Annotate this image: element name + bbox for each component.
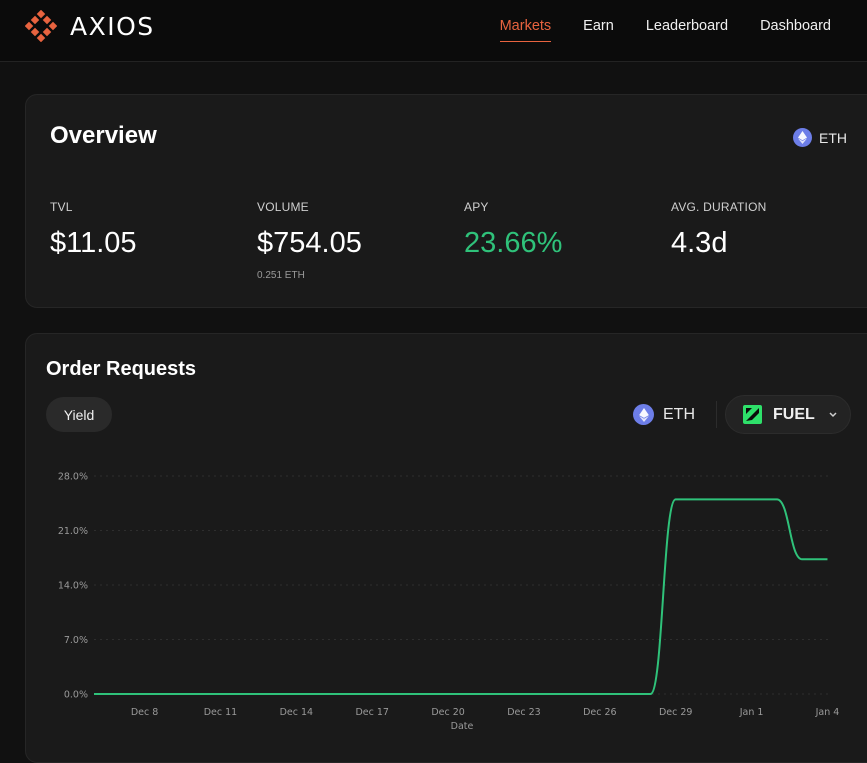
y-tick-label: 0.0% — [64, 690, 88, 701]
y-tick-label: 7.0% — [64, 635, 88, 646]
y-tick-label: 28.0% — [58, 472, 88, 483]
x-axis-label: Date — [451, 721, 474, 732]
apy-line-chart: 0.0% 7.0% 14.0% 21.0% 28.0% Dec 8 Dec 11 Dec 14… — [0, 0, 867, 743]
x-tick-label: Dec 29 — [659, 707, 693, 718]
x-tick-label: Dec 23 — [507, 707, 541, 718]
x-tick-label: Dec 20 — [431, 707, 465, 718]
y-tick-label: 14.0% — [58, 581, 88, 592]
apy-series-line — [94, 499, 827, 694]
x-tick-label: Dec 26 — [583, 707, 617, 718]
x-tick-label: Jan 1 — [739, 707, 764, 718]
x-tick-label: Dec 14 — [280, 707, 314, 718]
x-tick-label: Jan 4 — [815, 707, 840, 718]
y-tick-label: 21.0% — [58, 526, 88, 537]
x-tick-label: Dec 17 — [355, 707, 389, 718]
x-tick-label: Dec 8 — [131, 707, 158, 718]
x-tick-label: Dec 11 — [204, 707, 238, 718]
